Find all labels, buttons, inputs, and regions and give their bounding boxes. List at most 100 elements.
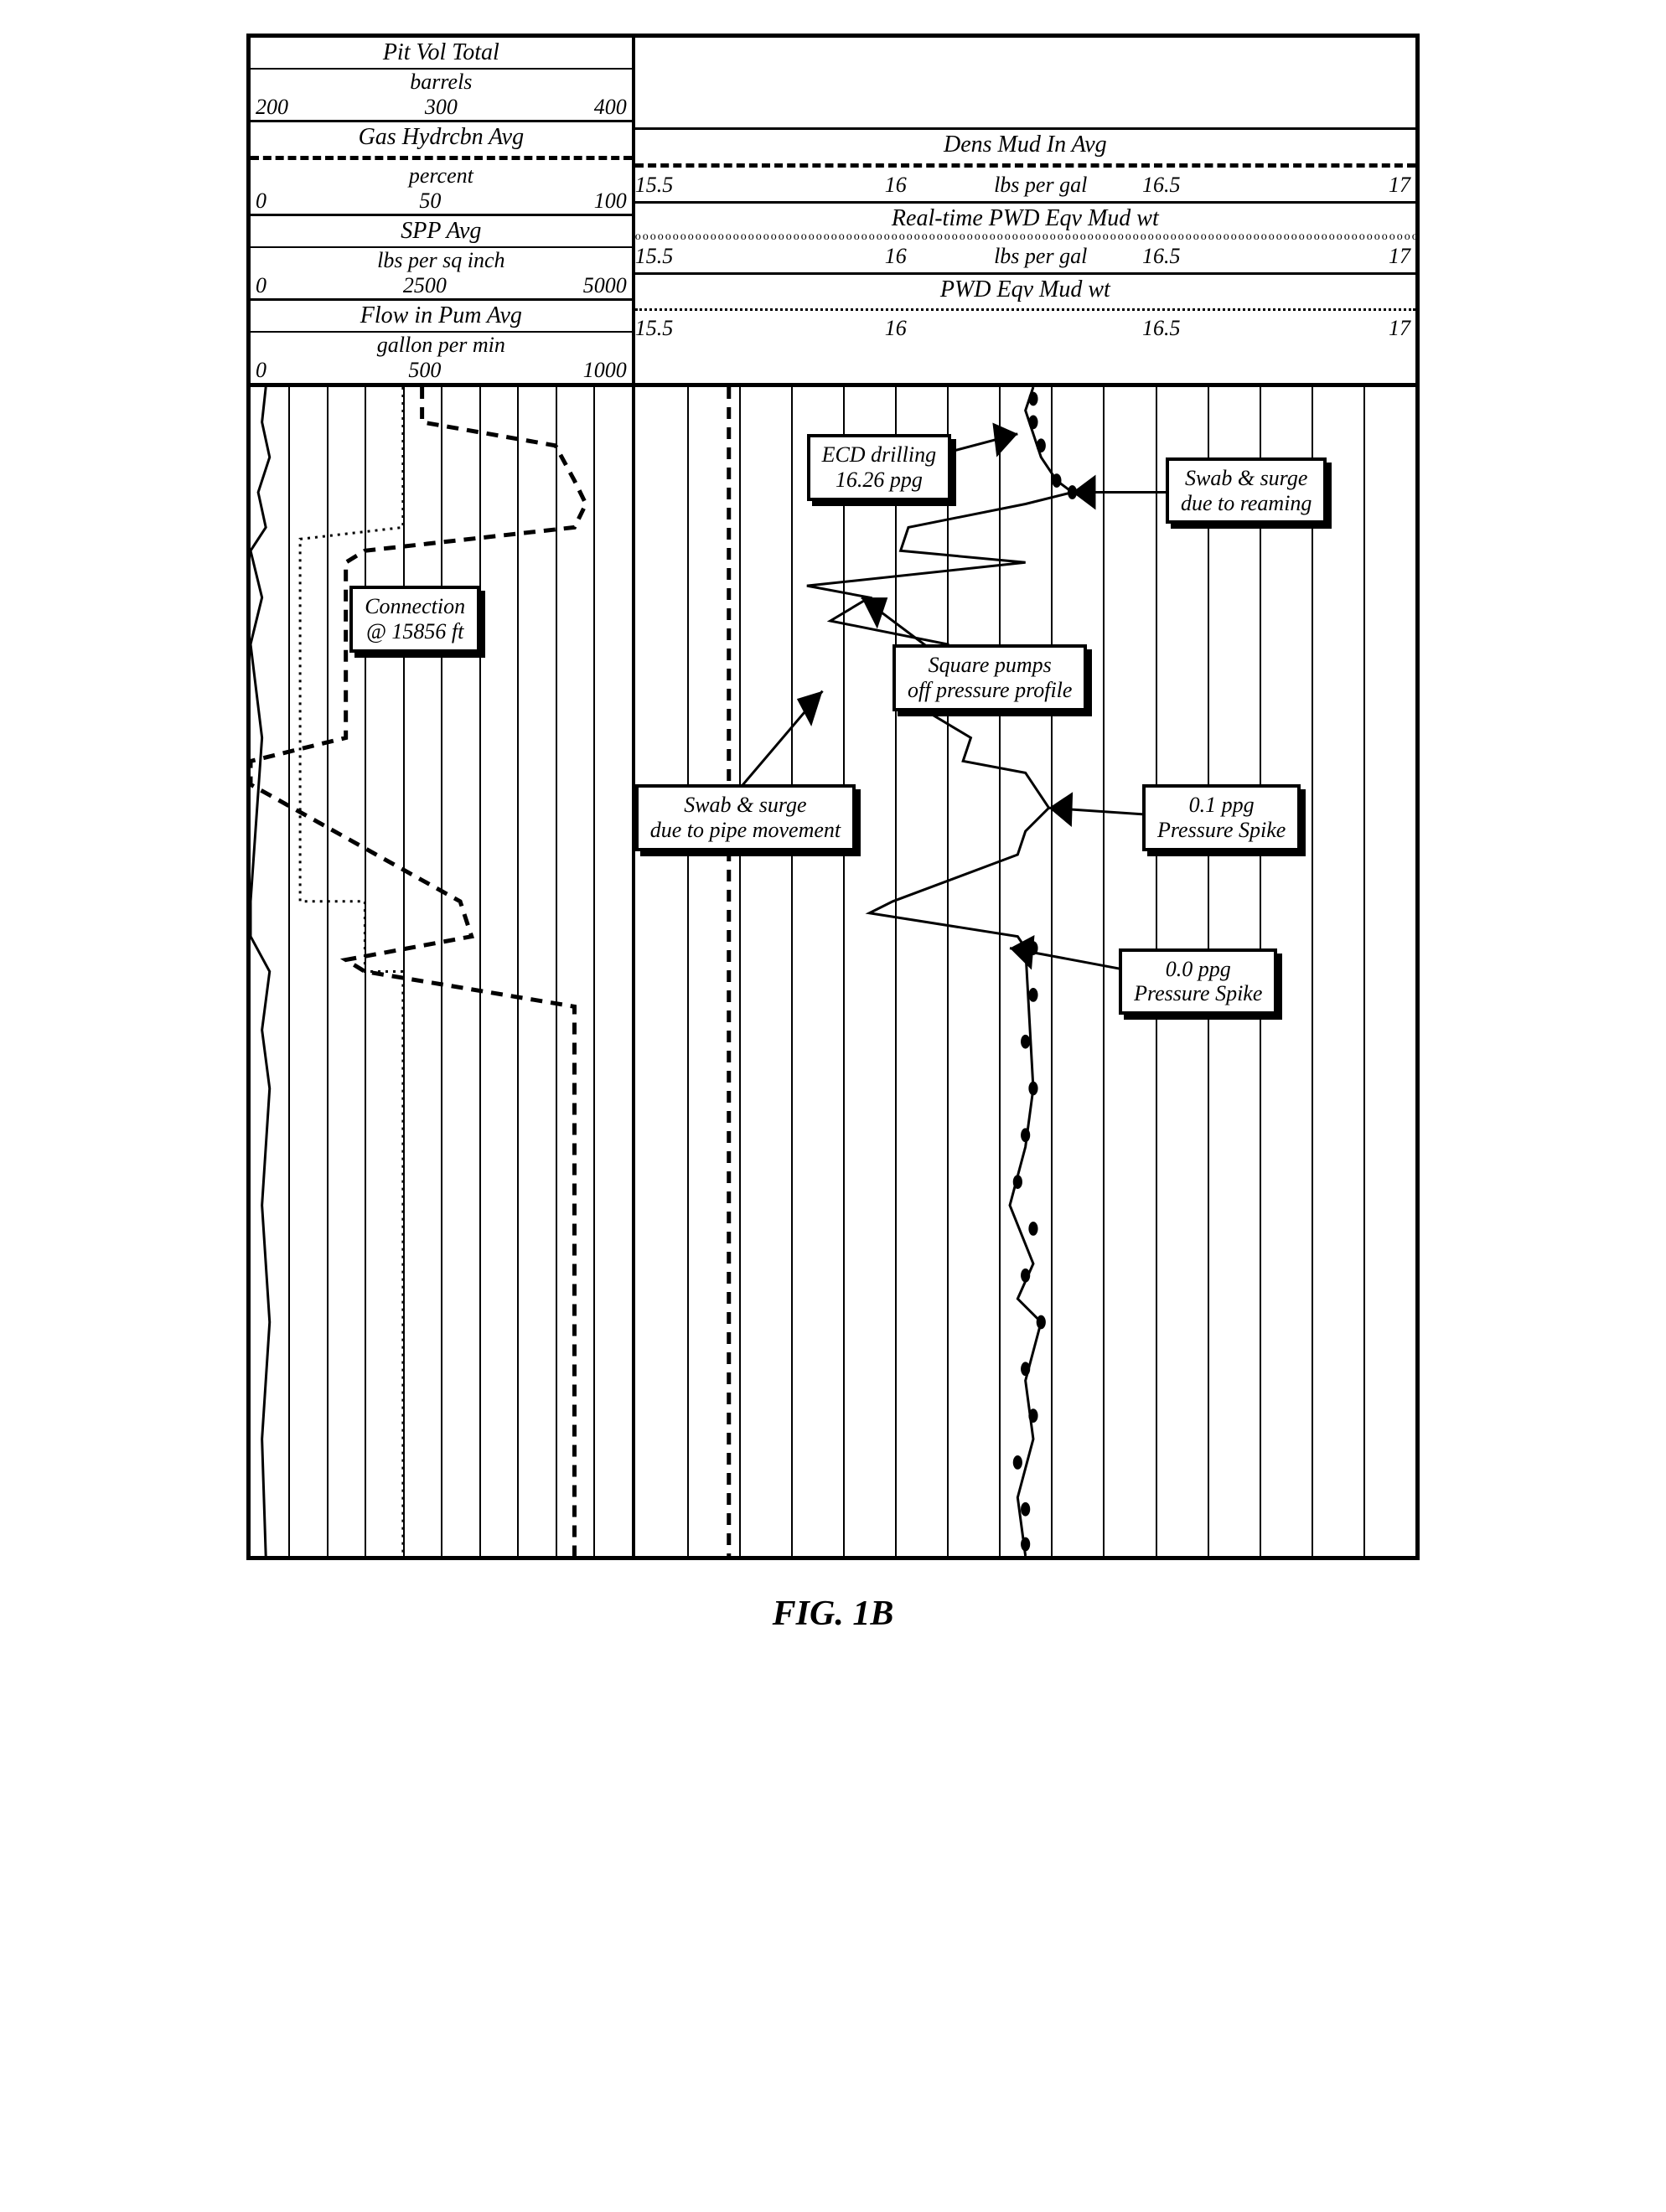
grid-line <box>479 387 481 1556</box>
track-title: Gas Hydrcbn Avg <box>251 122 632 152</box>
scale-tick: 200 <box>256 95 288 120</box>
track-title: SPP Avg <box>251 216 632 248</box>
track-title: Pit Vol Total <box>251 38 632 70</box>
callout-box: 0.0 ppgPressure Spike <box>1119 948 1277 1016</box>
right-track-headers: Dens Mud In Avg15.51616.517lbs per galRe… <box>635 38 1415 383</box>
track-header: Pit Vol Totalbarrels200 300 400 <box>251 38 632 122</box>
plot-right-panel: ECD drilling16.26 ppgSwab & surgedue to … <box>635 383 1415 1556</box>
right-track-header: PWD Eqv Mud wt 15.5 16 16.5 17 <box>635 275 1415 344</box>
grid-line <box>365 387 366 1556</box>
scale-tick: 2500 <box>403 273 447 298</box>
track-scale: 15.5 16 16.5 17 <box>635 314 1415 344</box>
right-track-header: Real-time PWD Eqv Mud wtoooooooooooooooo… <box>635 204 1415 275</box>
track-unit: lbs per gal <box>994 173 1087 198</box>
grid-line <box>288 387 290 1556</box>
scale-tick: 17 <box>1389 316 1410 341</box>
track-unit: lbs per gal <box>994 244 1087 269</box>
track-scale: 15.51616.517lbs per gal <box>635 242 1415 272</box>
line-style-sample <box>635 308 1415 311</box>
callout-text: @ 15856 ft <box>365 619 465 644</box>
track-scale: 15.5 16 16.5 17 lbs per gal <box>635 171 1415 201</box>
grid-line <box>1363 387 1365 1556</box>
track-unit: barrels <box>251 70 632 95</box>
callout-text: Pressure Spike <box>1157 818 1286 843</box>
callout-text: 0.1 ppg <box>1157 793 1286 818</box>
grid-line <box>947 387 949 1556</box>
grid-line <box>791 387 793 1556</box>
grid-line <box>327 387 329 1556</box>
track-header: SPP Avglbs per sq inch0 2500 5000 <box>251 216 632 301</box>
well-log-figure: Pit Vol Totalbarrels200 300 400Gas Hydrcbn… <box>246 34 1420 1560</box>
scale-tick: 100 <box>594 189 627 214</box>
callout-text: due to pipe movement <box>650 818 841 843</box>
scale-tick: 15.5 <box>635 173 674 198</box>
grid-line <box>403 387 405 1556</box>
figure-caption: FIG. 1B <box>773 1594 894 1634</box>
scale-tick: 500 <box>408 358 441 383</box>
callout-text: off pressure profile <box>908 678 1072 703</box>
scale-tick: 5000 <box>583 273 627 298</box>
callout-text: due to reaming <box>1181 491 1312 516</box>
track-unit: gallon per min <box>251 333 632 358</box>
line-style-sample <box>635 163 1415 168</box>
callout-text: Swab & surge <box>1181 466 1312 491</box>
grid-line <box>999 387 1001 1556</box>
callout-box: 0.1 ppgPressure Spike <box>1142 784 1301 851</box>
callout-box: Swab & surgedue to reaming <box>1166 457 1327 525</box>
callout-text: 0.0 ppg <box>1134 957 1262 982</box>
scale-tick: 16 <box>885 173 907 198</box>
grid-line <box>1103 387 1105 1556</box>
track-header: Flow in Pum Avggallon per min0 500 1000 <box>251 301 632 383</box>
scale-tick: 1000 <box>583 358 627 383</box>
plot-left-panel: Connection@ 15856 ft <box>251 383 635 1556</box>
scale-tick: 50 <box>419 189 441 214</box>
track-header: Gas Hydrcbn Avgpercent050100 <box>251 122 632 216</box>
callout-text: 16.26 ppg <box>822 468 937 493</box>
callout-text: Swab & surge <box>650 793 841 818</box>
right-track-header: Dens Mud In Avg 15.5 16 16.5 17 lbs per gal <box>635 130 1415 204</box>
callout-text: Square pumps <box>908 653 1072 678</box>
scale-tick: 17 <box>1389 244 1410 269</box>
track-title: Real-time PWD Eqv Mud wt <box>635 204 1415 234</box>
grid-line <box>556 387 557 1556</box>
scale-tick: 0 <box>256 358 266 383</box>
scale-tick: 16.5 <box>1142 244 1181 269</box>
callout-text: Pressure Spike <box>1134 981 1262 1006</box>
callout-text: Connection <box>365 594 465 619</box>
grid-line <box>687 387 689 1556</box>
scale-tick: 16 <box>885 316 907 341</box>
line-style-sample: oooooooooooooooooooooooooooooooooooooooo… <box>635 234 1415 242</box>
scale-tick: 0 <box>256 273 266 298</box>
scale-tick: 16.5 <box>1142 316 1181 341</box>
callout-box: ECD drilling16.26 ppg <box>807 434 952 501</box>
left-track-headers: Pit Vol Totalbarrels200 300 400Gas Hydrcbn… <box>251 38 635 383</box>
track-scale: 0 50 100 <box>251 189 632 214</box>
grid-line <box>593 387 595 1556</box>
track-scale: 0 500 1000 <box>251 358 632 383</box>
plot-area: Connection@ 15856 ft ECD drilling16.26 p… <box>251 383 1415 1556</box>
scale-tick: 0 <box>256 189 266 214</box>
track-scale: 200 300 400 <box>251 95 632 120</box>
right-traces-svg <box>635 387 1415 1556</box>
grid-line <box>739 387 741 1556</box>
scale-tick: 16.5 <box>1142 173 1181 198</box>
track-scale: 0 2500 5000 <box>251 273 632 298</box>
grid-line <box>843 387 845 1556</box>
callout-box: Square pumpsoff pressure profile <box>892 644 1087 711</box>
scale-tick: 16 <box>885 244 907 269</box>
callout-text: ECD drilling <box>822 442 937 468</box>
scale-tick: 300 <box>425 95 458 120</box>
scale-tick: 400 <box>594 95 627 120</box>
track-title: PWD Eqv Mud wt <box>635 275 1415 305</box>
scale-tick: 17 <box>1389 173 1410 198</box>
callout-box: Swab & surgedue to pipe movement <box>635 784 856 851</box>
grid-line <box>517 387 519 1556</box>
callout-box: Connection@ 15856 ft <box>349 586 480 653</box>
track-title: Flow in Pum Avg <box>251 301 632 333</box>
track-title: Dens Mud In Avg <box>635 130 1415 160</box>
scale-tick: 15.5 <box>635 316 674 341</box>
grid-line <box>1051 387 1053 1556</box>
header-area: Pit Vol Totalbarrels200 300 400Gas Hydrcbn… <box>251 38 1415 383</box>
dash-line-sample <box>251 156 632 160</box>
track-unit: lbs per sq inch <box>251 248 632 273</box>
